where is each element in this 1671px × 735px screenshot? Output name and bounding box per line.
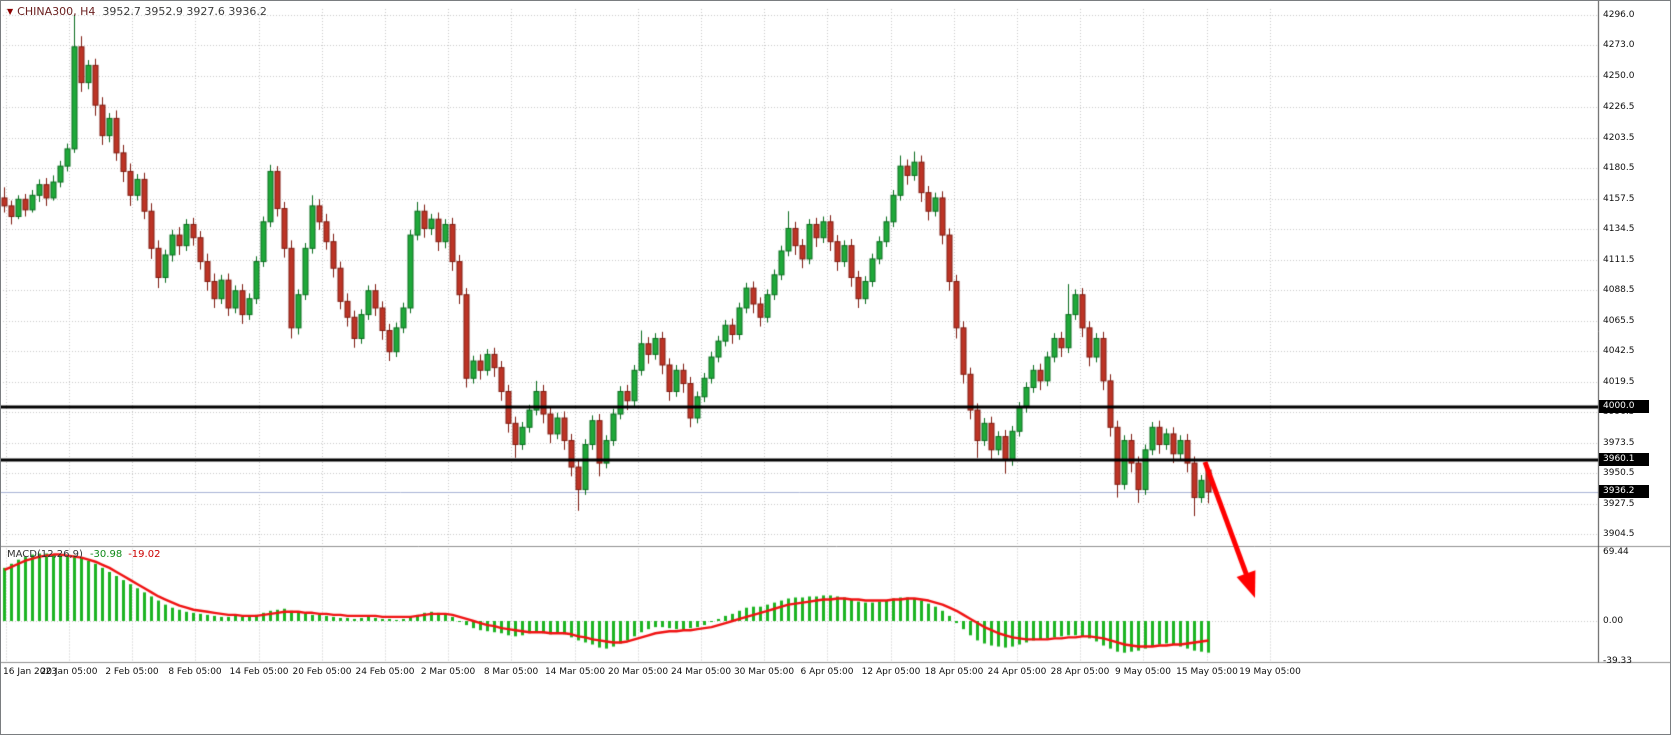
time-tick-label: 14 Feb 05:00: [229, 667, 289, 677]
time-tick-label: 15 May 05:00: [1176, 667, 1238, 677]
price-tick-label: 4296.0: [1603, 10, 1635, 20]
macd-tick-label: -39.33: [1603, 656, 1633, 667]
time-tick-label: 16 Jan 2023: [3, 667, 57, 677]
time-tick-label: 30 Mar 05:00: [733, 667, 795, 677]
price-level-badge: 3936.2: [1599, 484, 1649, 498]
price-tick-label: 4065.5: [1603, 315, 1635, 326]
time-tick-label: 20 Jan 05:00: [40, 667, 98, 677]
time-tick-label: 19 May 05:00: [1239, 667, 1301, 677]
price-tick-label: 4019.5: [1603, 376, 1635, 387]
price-tick-label: 3904.5: [1603, 529, 1635, 539]
price-tick-label: 4111.5: [1603, 254, 1635, 265]
chart-title: ▼ CHINA300, H4 3952.7 3952.9 3927.6 3936.2: [7, 5, 267, 18]
price-tick-label: 3950.5: [1603, 468, 1635, 479]
time-tick-label: 2 Mar 05:00: [420, 667, 476, 677]
time-tick-label: 28 Apr 05:00: [1050, 667, 1110, 677]
macd-signal-value: -19.02: [128, 549, 161, 560]
price-tick-label: 4273.0: [1603, 40, 1635, 51]
time-tick-label: 9 May 05:00: [1115, 667, 1171, 677]
macd-main-value: -30.98: [89, 549, 123, 560]
time-tick-label: 20 Mar 05:00: [607, 667, 669, 677]
price-level-badge: 4000.0: [1599, 400, 1649, 414]
time-tick-label: 18 Apr 05:00: [924, 667, 984, 677]
time-tick-label: 12 Apr 05:00: [861, 667, 921, 677]
price-tick-label: 4088.5: [1603, 285, 1635, 296]
time-tick-label: 24 Feb 05:00: [355, 667, 415, 677]
price-tick-label: 4226.5: [1603, 102, 1635, 113]
time-tick-label: 14 Mar 05:00: [544, 667, 606, 677]
price-tick-label: 4042.5: [1603, 346, 1635, 357]
time-tick-label: 20 Feb 05:00: [292, 667, 352, 677]
time-tick-label: 8 Mar 05:00: [483, 667, 539, 677]
price-tick-label: 4180.5: [1603, 163, 1635, 174]
price-tick-label: 4203.5: [1603, 132, 1635, 143]
ohlc-values: 3952.7 3952.9 3927.6 3936.2: [102, 5, 267, 18]
macd-tick-label: 69.44: [1603, 547, 1629, 557]
time-tick-label: 24 Apr 05:00: [987, 667, 1047, 677]
price-tick-label: 3927.5: [1603, 498, 1635, 509]
symbol-timeframe-label: CHINA300, H4: [17, 5, 96, 18]
macd-tick-label: 0.00: [1603, 616, 1624, 626]
symbol-marker-icon: ▼: [7, 7, 14, 16]
time-tick-label: 8 Feb 05:00: [168, 667, 222, 677]
time-tick-label: 6 Apr 05:00: [800, 667, 854, 677]
time-tick-label: 2 Feb 05:00: [105, 667, 159, 677]
macd-indicator-label: MACD(12,26,9) -30.98 -19.02: [7, 549, 160, 560]
price-tick-label: 4157.5: [1603, 193, 1635, 204]
price-tick-label: 3973.5: [1603, 437, 1635, 448]
price-level-badge: 3960.1: [1599, 453, 1649, 467]
time-tick-label: 24 Mar 05:00: [670, 667, 732, 677]
price-tick-label: 4250.0: [1603, 70, 1635, 81]
macd-name-label: MACD(12,26,9): [7, 549, 83, 560]
price-tick-label: 4134.5: [1603, 224, 1635, 235]
